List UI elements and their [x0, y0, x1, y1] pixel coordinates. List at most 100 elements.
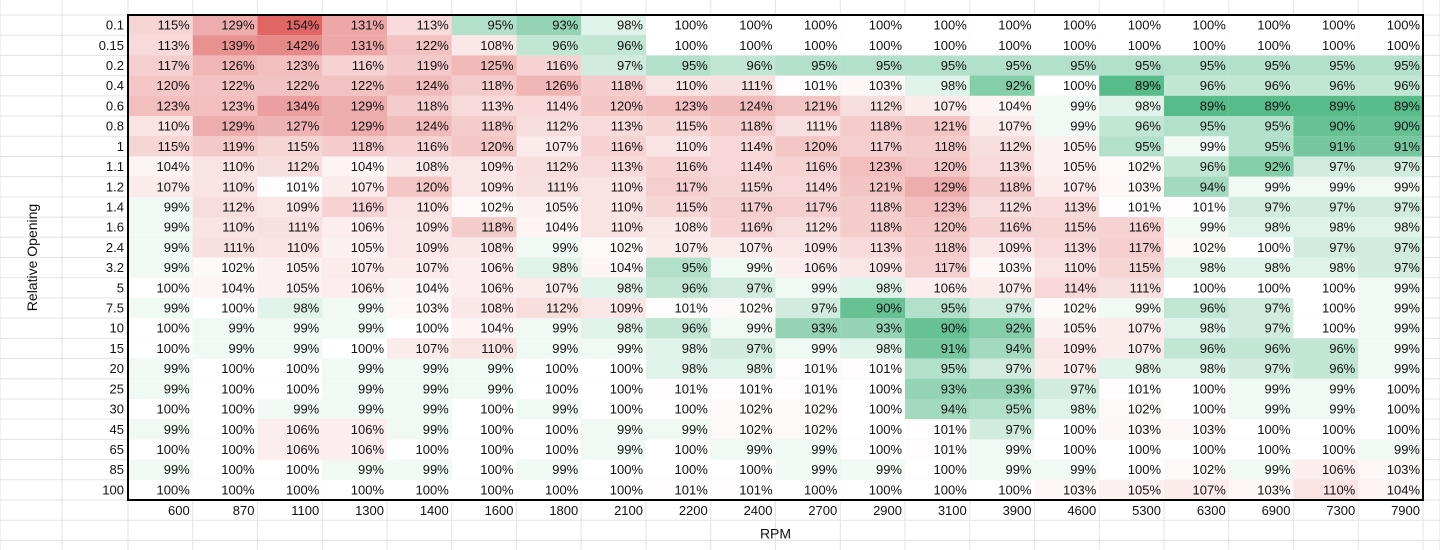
heatmap-cell: [775, 237, 841, 258]
heatmap-cell: [905, 257, 970, 278]
cell-value-label: 97%: [1070, 381, 1096, 396]
heatmap-cell: [1293, 419, 1359, 440]
heatmap-cell: [581, 479, 646, 500]
heatmap-cell: [1164, 358, 1229, 379]
cell-value-label: 99%: [617, 442, 643, 457]
cell-value-label: 131%: [351, 38, 385, 53]
cell-value-label: 118%: [999, 179, 1032, 194]
cell-value-label: 100%: [286, 381, 320, 396]
cell-value-label: 100%: [610, 462, 644, 477]
heatmap-cell: [192, 156, 258, 177]
heatmap-cell: [387, 439, 452, 460]
cell-value-label: 115%: [675, 119, 708, 134]
heatmap-cell: [128, 116, 193, 137]
heatmap-cell: [128, 217, 193, 238]
heatmap-cell: [581, 378, 646, 399]
heatmap-cell: [387, 419, 452, 440]
cell-value-label: 100%: [480, 462, 514, 477]
row-tick-label: 5: [117, 280, 124, 295]
heatmap-cell: [905, 95, 970, 117]
cell-value-label: 129%: [351, 119, 385, 134]
heatmap-cell: [710, 358, 776, 379]
cell-value-label: 99%: [746, 442, 772, 457]
heatmap-cell: [775, 419, 841, 440]
heatmap-cell: [1099, 35, 1164, 56]
cell-value-label: 95%: [1200, 119, 1226, 134]
cell-value-label: 102%: [1128, 402, 1162, 417]
heatmap-cell: [840, 217, 905, 238]
cell-value-label: 116%: [999, 220, 1032, 235]
heatmap-cell: [1034, 116, 1100, 137]
heatmap-cell: [840, 318, 905, 339]
heatmap-cell: [581, 338, 646, 359]
heatmap-cell: [1358, 338, 1423, 359]
heatmap-cell: [192, 196, 258, 218]
cell-value-label: 93%: [1005, 381, 1031, 396]
cell-value-label: 117%: [1129, 240, 1162, 255]
cell-value-label: 99%: [164, 462, 190, 477]
cell-value-label: 97%: [1264, 199, 1290, 214]
heatmap-cell: [905, 459, 970, 480]
heatmap-cell: [1358, 196, 1423, 218]
heatmap-cell: [257, 358, 323, 379]
cell-value-label: 102%: [480, 199, 514, 214]
cell-value-label: 99%: [164, 301, 190, 316]
heatmap-cell: [192, 257, 258, 278]
heatmap-cell: [1358, 237, 1423, 258]
heatmap-cell: [387, 35, 452, 56]
column-tick-label: 1100: [291, 503, 319, 518]
heatmap-cell: [775, 217, 841, 238]
cell-value-label: 122%: [416, 38, 450, 53]
cell-value-label: 100%: [480, 402, 514, 417]
heatmap-cell: [1228, 55, 1294, 76]
cell-value-label: 117%: [157, 58, 190, 73]
heatmap-cell: [840, 358, 905, 379]
heatmap-cell: [1293, 136, 1359, 157]
cell-value-label: 99%: [358, 462, 384, 477]
cell-value-label: 113%: [1064, 240, 1097, 255]
cell-value-label: 106%: [804, 260, 838, 275]
cell-value-label: 100%: [545, 381, 579, 396]
heatmap-cell: [969, 95, 1035, 117]
cell-value-label: 106%: [480, 260, 514, 275]
heatmap-cell: [710, 15, 776, 36]
heatmap-cell: [840, 277, 905, 298]
cell-value-label: 97%: [1005, 422, 1031, 437]
column-tick-label: 1600: [485, 503, 514, 518]
cell-value-label: 98%: [1070, 402, 1096, 417]
heatmap-cell: [128, 15, 193, 36]
row-tick-label: 0.4: [106, 78, 124, 93]
heatmap-cell: [1099, 338, 1164, 359]
heatmap-cell: [1358, 439, 1423, 460]
heatmap-cell: [1228, 156, 1294, 177]
row-tick-label: 1.6: [106, 220, 124, 235]
cell-value-label: 98%: [552, 260, 578, 275]
heatmap-cell: [1164, 439, 1229, 460]
heatmap-cell: [1099, 297, 1164, 319]
row-tick-label: 0.6: [106, 98, 124, 113]
cell-value-label: 112%: [546, 119, 579, 134]
heatmap-cell: [1034, 75, 1100, 96]
heatmap-cell: [1293, 95, 1359, 117]
cell-value-label: 93%: [876, 321, 902, 336]
cell-value-label: 95%: [682, 260, 708, 275]
cell-value-label: 103%: [998, 260, 1032, 275]
heatmap-cell: [905, 75, 970, 96]
heatmap-cell: [1034, 479, 1100, 500]
cell-value-label: 97%: [811, 301, 837, 316]
heatmap-cell: [451, 378, 517, 399]
cell-value-label: 102%: [1193, 240, 1227, 255]
heatmap-cell: [1293, 358, 1359, 379]
heatmap-cell: [775, 95, 841, 117]
cell-value-label: 120%: [934, 159, 968, 174]
cell-value-label: 110%: [222, 179, 255, 194]
cell-value-label: 90%: [876, 301, 902, 316]
cell-value-label: 105%: [286, 280, 320, 295]
cell-value-label: 97%: [1329, 240, 1355, 255]
cell-value-label: 100%: [1193, 18, 1227, 33]
cell-value-label: 100%: [610, 381, 644, 396]
cell-value-label: 125%: [480, 58, 514, 73]
heatmap-cell: [775, 338, 841, 359]
cell-value-label: 101%: [804, 361, 838, 376]
cell-value-label: 100%: [869, 402, 903, 417]
